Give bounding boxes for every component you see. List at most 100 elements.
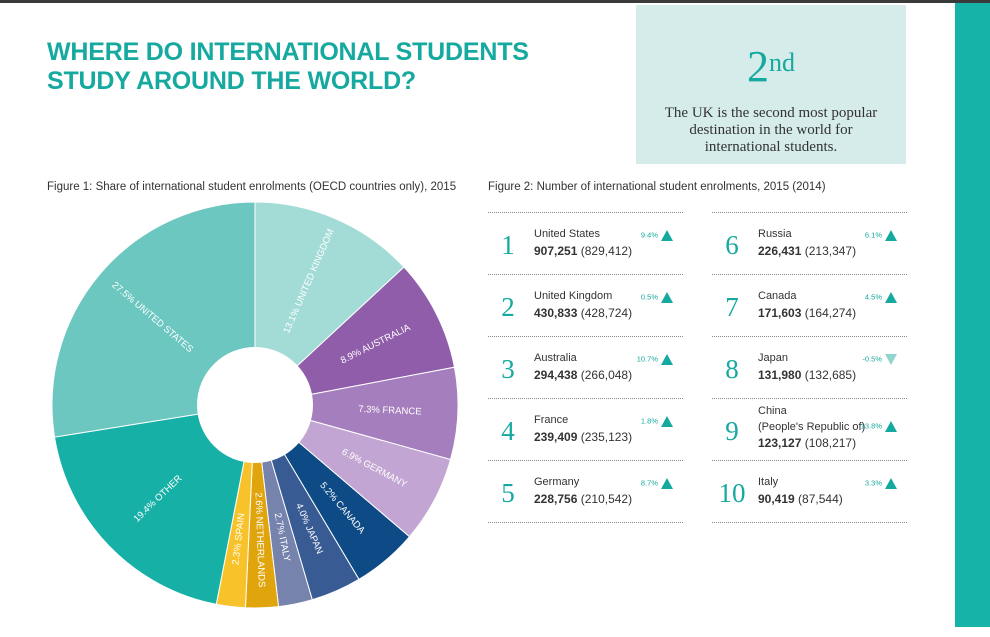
row-value-2014: (132,685): [804, 368, 857, 382]
row-country: Italy: [758, 476, 779, 488]
row-divider: [712, 336, 907, 337]
row-change-value: 6.1%: [864, 230, 882, 240]
table-row: 5 Germany 228,756 (210,542) 8.7%: [488, 460, 683, 522]
row-value-2014: (428,724): [580, 306, 633, 320]
row-values: 171,603 (164,274): [758, 306, 856, 321]
row-rank: 2: [501, 292, 515, 322]
table-row: 3 Australia 294,438 (266,048) 10.7%: [488, 336, 683, 398]
row-country-sub: (People's Republic of): [758, 421, 866, 433]
row-country: France: [534, 414, 569, 426]
row-rank: 7: [725, 292, 739, 322]
row-value-2015: 171,603: [758, 306, 802, 320]
row-values: 226,431 (213,347): [758, 244, 856, 259]
row-value-2015: 430,833: [534, 306, 578, 320]
row-change: 1.8%: [641, 416, 673, 427]
pie-slice: [253, 266, 456, 406]
row-divider: [712, 274, 907, 275]
row-country: China: [758, 405, 787, 417]
bottom-margin: [0, 627, 990, 637]
row-rank: 1: [501, 230, 515, 260]
row-value-2015: 228,756: [534, 492, 578, 506]
pie-slice-label: 2.6% NETHERLANDS: [253, 492, 267, 587]
row-country: Japan: [758, 352, 788, 364]
row-value-2014: (266,048): [580, 368, 633, 382]
row-divider: [488, 274, 683, 275]
row-divider: [712, 522, 907, 523]
top-rule: [0, 0, 990, 3]
up-arrow-icon: [885, 292, 897, 303]
row-country: United Kingdom: [534, 290, 613, 302]
row-values: 907,251 (829,412): [534, 244, 632, 259]
row-value-2015: 294,438: [534, 368, 578, 382]
row-values: 294,438 (266,048): [534, 368, 632, 383]
row-divider: [488, 212, 683, 213]
row-change: -0.5%: [862, 354, 897, 365]
up-arrow-icon: [885, 421, 897, 432]
row-values: 430,833 (428,724): [534, 306, 632, 321]
row-change-value: 4.5%: [864, 292, 882, 302]
row-value-2014: (87,544): [798, 492, 843, 506]
row-change: 9.4%: [641, 230, 673, 241]
table-row: 10 Italy 90,419 (87,544) 3.3%: [712, 460, 907, 522]
pie-slice: [254, 201, 405, 407]
table-row: 8 Japan 131,980 (132,685) -0.5%: [712, 336, 907, 398]
page-title: WHERE DO INTERNATIONAL STUDENTS STUDY AR…: [47, 38, 529, 95]
row-divider: [488, 398, 683, 399]
row-value-2014: (108,217): [804, 436, 857, 450]
row-value-2014: (164,274): [804, 306, 857, 320]
down-arrow-icon: [885, 354, 897, 365]
callout-text: The UK is the second most popular destin…: [664, 105, 878, 155]
table-row: 7 Canada 171,603 (164,274) 4.5%: [712, 274, 907, 336]
row-change-value: 0.5%: [640, 292, 658, 302]
row-change: 13.8%: [861, 421, 897, 432]
row-divider: [488, 336, 683, 337]
row-values: 131,980 (132,685): [758, 368, 856, 383]
row-value-2014: (210,542): [580, 492, 633, 506]
row-rank: 6: [725, 230, 739, 260]
table-row: 4 France 239,409 (235,123) 1.8%: [488, 398, 683, 460]
row-value-2015: 123,127: [758, 436, 802, 450]
table-row: 6 Russia 226,431 (213,347) 6.1%: [712, 212, 907, 274]
callout-rank-suffix: nd: [769, 48, 795, 77]
row-change-value: 3.3%: [864, 478, 882, 488]
pie-slice-label: 7.3% FRANCE: [358, 404, 422, 418]
row-change-value: 1.8%: [640, 416, 658, 426]
side-accent-bar: [955, 3, 990, 627]
row-rank: 3: [501, 354, 515, 384]
row-divider: [712, 398, 907, 399]
row-rank: 9: [725, 416, 739, 446]
row-rank: 8: [725, 354, 739, 384]
table-bottom-rule: [488, 522, 683, 523]
figure2-title: Figure 2: Number of international studen…: [488, 181, 826, 193]
row-divider: [712, 460, 907, 461]
up-arrow-icon: [661, 292, 673, 303]
callout-rank-number: 2: [747, 42, 769, 91]
row-values: 228,756 (210,542): [534, 492, 632, 507]
up-arrow-icon: [661, 416, 673, 427]
row-country: Russia: [758, 228, 792, 240]
table-bottom-rule: [712, 522, 907, 523]
row-value-2015: 131,980: [758, 368, 802, 382]
figure1-title: Figure 1: Share of international student…: [47, 181, 457, 193]
row-country: Canada: [758, 290, 797, 302]
row-values: 90,419 (87,544): [758, 492, 843, 507]
row-value-2015: 226,431: [758, 244, 802, 258]
row-rank: 5: [501, 478, 515, 508]
row-country: Germany: [534, 476, 580, 488]
row-change: 0.5%: [641, 292, 673, 303]
callout-rank: 2nd: [636, 45, 906, 89]
row-rank: 4: [501, 416, 515, 446]
row-change: 10.7%: [637, 354, 673, 365]
callout-box: 2nd The UK is the second most popular de…: [636, 5, 906, 164]
row-value-2014: (829,412): [580, 244, 633, 258]
row-change-value: -0.5%: [862, 354, 882, 364]
row-value-2014: (213,347): [804, 244, 857, 258]
row-change: 8.7%: [641, 478, 673, 489]
pie-center-hole: [197, 347, 313, 463]
row-value-2015: 90,419: [758, 492, 795, 506]
row-change: 6.1%: [865, 230, 897, 241]
row-value-2015: 239,409: [534, 430, 578, 444]
row-rank: 10: [718, 478, 746, 508]
row-value-2014: (235,123): [580, 430, 633, 444]
